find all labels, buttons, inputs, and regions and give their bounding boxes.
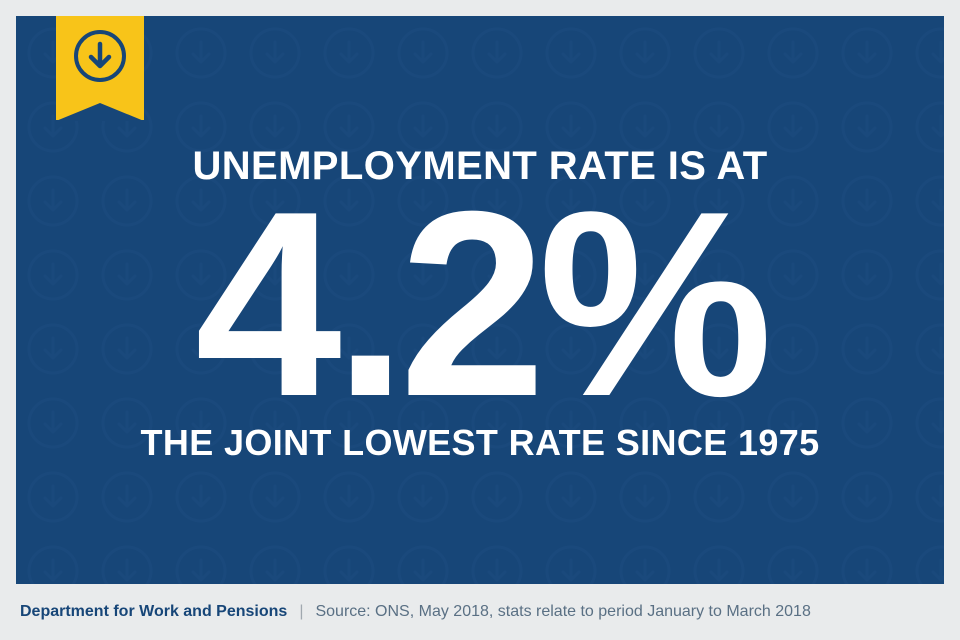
footer-department: Department for Work and Pensions <box>20 603 287 621</box>
main-content: UNEMPLOYMENT RATE IS AT 4.2% THE JOINT L… <box>16 16 944 584</box>
footer-source: Source: ONS, May 2018, stats relate to p… <box>315 603 810 621</box>
statistic-value: 4.2% <box>195 183 765 426</box>
infographic-card: UNEMPLOYMENT RATE IS AT 4.2% THE JOINT L… <box>16 16 944 584</box>
subline-text: THE JOINT LOWEST RATE SINCE 1975 <box>141 422 820 464</box>
footer-separator: | <box>299 603 303 621</box>
footer-bar: Department for Work and Pensions | Sourc… <box>16 584 944 640</box>
